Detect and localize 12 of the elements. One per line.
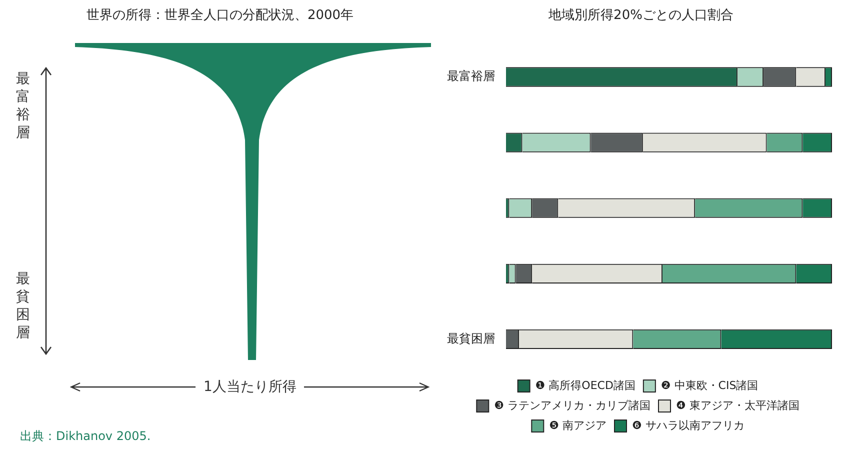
legend-label: ❹ 東アジア・太平洋諸国: [676, 398, 800, 412]
legend-label: ❷ 中東欧・CIS諸国: [660, 378, 758, 392]
legend-label: ❸ ラテンアメリカ・カリブ諸国: [494, 398, 650, 412]
text: 世界の所得：世界全人口の分配状況、2000年: [85, 7, 355, 24]
legend-label: ❺ 南アジア: [549, 418, 606, 432]
text: 最貧困層: [16, 270, 31, 342]
legend-label: ❶ 高所得OECD諸国: [535, 378, 636, 392]
chart-title: 地域別所得20%ごとの人口割合: [548, 7, 734, 24]
source-note: 出典：Dikhanov 2005.: [20, 428, 151, 445]
text: 1人当たり所得: [204, 378, 296, 396]
legend-label: ❻ サハラ以南アフリカ: [632, 418, 744, 432]
text: 最富裕層: [16, 70, 31, 142]
